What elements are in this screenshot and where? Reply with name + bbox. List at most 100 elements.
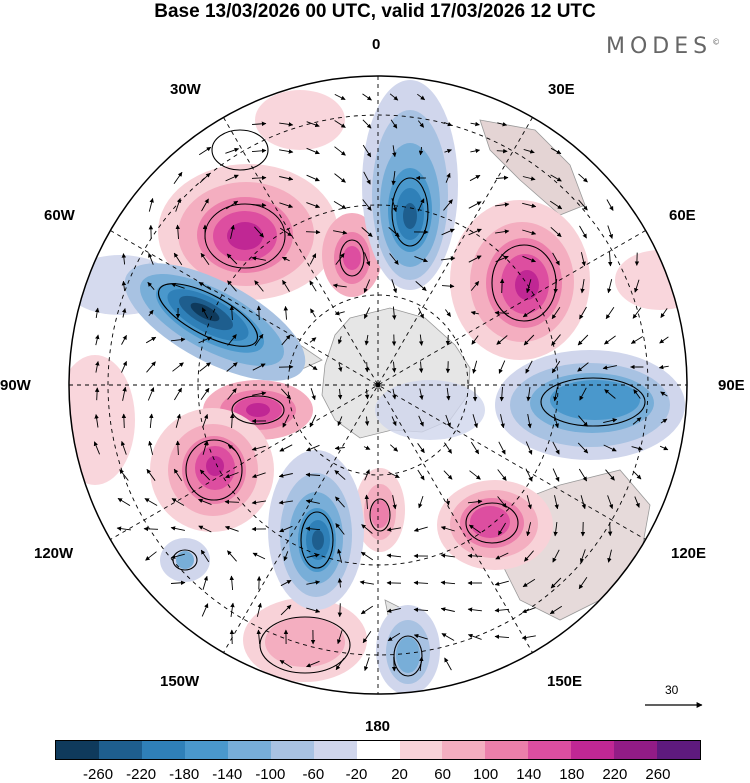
wind-vector-arrow (417, 198, 425, 212)
wind-vector-arrow (522, 229, 537, 235)
wind-vector-arrow (470, 441, 480, 455)
lon-label-90e: 90E (718, 377, 745, 394)
colorbar-segment (227, 741, 271, 759)
wind-vector-arrow (527, 414, 532, 429)
wind-vector-arrow (359, 580, 374, 585)
wind-vector-arrow (472, 360, 478, 374)
lon-label-0: 0 (372, 36, 381, 53)
wind-vector-arrow (252, 391, 267, 396)
wind-vector-arrow (417, 120, 425, 128)
wind-vector-arrow (94, 307, 100, 318)
wind-vector-arrow (173, 468, 183, 482)
wind-vector-arrow (554, 495, 559, 510)
colorbar-tick-label: 20 (391, 766, 408, 783)
wind-vector-arrow (305, 526, 321, 531)
wind-vector-arrow (524, 550, 534, 562)
wind-vector-arrow (251, 202, 267, 208)
wind-vector-arrow (413, 580, 429, 586)
wind-vector-arrow (306, 553, 320, 558)
wind-vector-arrow (334, 93, 346, 101)
wind-vector-arrow (607, 279, 613, 294)
wind-vector-arrow (225, 147, 240, 154)
wind-vector-arrow (580, 252, 586, 267)
wind-vector-arrow (494, 608, 510, 613)
anomaly-high-2 (322, 213, 382, 297)
lon-label-120e: 120E (671, 545, 707, 562)
wind-vector-arrow (660, 391, 668, 397)
wind-vector-arrow (360, 551, 374, 561)
wind-vector-arrow (254, 333, 264, 346)
wind-vector-arrow (198, 146, 212, 156)
wind-vector-arrow (392, 388, 397, 400)
wind-vector-arrow (226, 253, 238, 265)
wind-vector-arrow (553, 522, 558, 537)
wind-vector-arrow (419, 388, 424, 400)
wind-vector-arrow (551, 360, 561, 374)
brand-name: MODES (606, 34, 713, 59)
colorbar-tick-label: 140 (516, 766, 542, 783)
wind-vector-arrow (386, 607, 401, 613)
wind-vector-arrow (386, 527, 401, 532)
wind-vector-arrow (444, 148, 452, 154)
wind-vector-arrow (335, 253, 345, 265)
wind-vector-arrow (364, 469, 370, 481)
wind-vector-arrow (659, 445, 669, 451)
wind-vector-arrow (305, 229, 321, 235)
wind-vector-arrow (337, 388, 343, 400)
wind-vector-arrow (526, 522, 532, 537)
wind-vector-arrow (170, 580, 186, 586)
wind-vector-arrow (306, 444, 320, 452)
wind-vector-arrow (281, 256, 290, 262)
wind-vector-arrow (660, 308, 668, 318)
wind-vector-arrow (309, 280, 317, 292)
wind-vector-arrow (550, 226, 562, 238)
wind-vector-arrow (309, 253, 317, 265)
wind-vector-arrow (521, 607, 536, 614)
wind-vector-arrow (469, 174, 481, 182)
wind-vector-arrow (418, 307, 424, 319)
wind-vector-arrow (553, 387, 558, 402)
wind-vector-arrow (391, 416, 397, 427)
wind-vector-arrow (335, 657, 345, 671)
wind-vector-arrow (334, 146, 346, 156)
wind-vector-arrow (202, 413, 209, 428)
wind-vector-arrow (607, 251, 613, 267)
wind-vector-arrow (523, 148, 535, 154)
wind-vector-arrow (363, 307, 371, 319)
reference-vector-label: 30 (665, 683, 679, 697)
wind-vector-arrow (579, 225, 587, 239)
wind-vector-arrow (229, 305, 235, 321)
wind-vector-arrow (467, 553, 483, 559)
wind-vector-arrow (337, 578, 343, 588)
wind-vector-arrow (172, 362, 184, 372)
wind-vector-arrow (552, 441, 560, 455)
wind-vector-arrow (198, 281, 212, 291)
wind-vector-arrow (553, 414, 559, 429)
wind-vector-arrow (170, 526, 185, 531)
wind-vector-arrow (444, 657, 452, 671)
wind-vector-arrow (121, 335, 127, 345)
colorbar-segment (184, 741, 228, 759)
wind-vector-arrow (577, 442, 589, 454)
colorbar-tick-label: 180 (559, 766, 585, 783)
wind-vector-arrow (251, 256, 266, 261)
wind-vector-arrow (199, 362, 211, 372)
colorbar-segment (657, 741, 701, 759)
wind-vector-arrow (362, 199, 372, 211)
wind-vector-arrow (251, 472, 266, 479)
colorbar-tick-label: 60 (434, 766, 451, 783)
anomaly-high-6 (355, 468, 405, 552)
lon-label-60w: 60W (44, 207, 75, 224)
wind-vector-arrow (659, 336, 669, 344)
wind-vector-arrow (230, 602, 235, 617)
wind-vector-arrow (333, 230, 348, 235)
wind-vector-arrow (468, 255, 482, 263)
wind-vector-arrow (471, 335, 479, 345)
wind-vector-arrow (279, 525, 293, 533)
wind-vector-arrow (279, 659, 293, 669)
wind-vector-arrow (364, 252, 371, 267)
colorbar-tick-label: 100 (473, 766, 499, 783)
brand-logo: MODES© (606, 34, 720, 59)
wind-vector-arrow (525, 441, 533, 455)
wind-vector-arrow (230, 224, 235, 239)
